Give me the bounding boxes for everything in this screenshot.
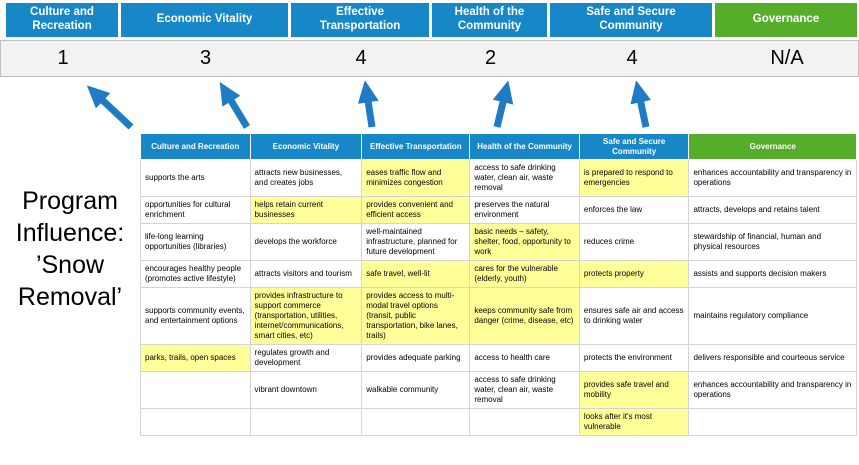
matrix-body: supports the arts attracts new businesses… [140,159,857,437]
matrix-header-safe-and-secure-community: Safe and Secure Community [578,132,690,161]
up-arrow-icon [219,82,250,129]
matrix-cell: life-long learning opportunities (librar… [140,223,251,262]
influence-matrix: Culture and Recreation Economic Vitality E… [140,132,857,437]
matrix-cell: stewardship of financial, human and phys… [688,223,857,262]
matrix-cell: provides adequate parking [361,344,471,373]
matrix-cell: enhances accountability and transparency… [688,159,857,198]
matrix-cell: supports community events, and entertain… [140,287,251,346]
matrix-cell: protects the environment [578,344,690,373]
pillar-header-culture-and-recreation: Culture and Recreation [6,3,118,37]
influence-arrows [86,81,652,130]
content-area: Program Influence: ’Snow Removal’ Cultur… [0,132,859,437]
matrix-cell: attracts, develops and retains talent [688,196,857,225]
table-row: looks after it's most vulnerable [140,408,857,437]
pillar-header-effective-transportation: Effective Transportation [291,3,429,37]
matrix-cell: access to safe drinking water, clean air… [469,371,580,410]
matrix-cell: regulates growth and development [249,344,363,373]
matrix-cell-highlighted: protects property [578,260,690,289]
score-band: 1 3 4 2 4 N/A [0,40,859,77]
matrix-cell [361,408,471,437]
score-effective-transportation: 4 [355,47,367,69]
up-arrow-icon [630,81,652,128]
matrix-cell-highlighted: is prepared to respond to emergencies [578,159,690,198]
up-arrow-icon [86,85,134,130]
matrix-cell: access to safe drinking water, clean air… [469,159,580,198]
table-row: opportunities for cultural enrichment hel… [140,196,857,225]
matrix-cell-highlighted: parks, trails, open spaces [140,344,251,373]
up-arrow-icon [492,81,514,128]
pillar-banner: Culture and Recreation Economic Vitality E… [0,0,859,37]
matrix-cell-highlighted: keeps community safe from danger (crime,… [469,287,580,346]
table-row: life-long learning opportunities (librar… [140,223,857,262]
matrix-cell-highlighted: helps retain current businesses [249,196,363,225]
matrix-cell-highlighted: safe travel, well-lit [361,260,471,289]
matrix-cell-highlighted: provides infrastructure to support comme… [249,287,363,346]
matrix-cell: encourages healthy people (promotes acti… [140,260,251,289]
score-safe-and-secure-community: 4 [626,47,638,69]
matrix-cell: supports the arts [140,159,251,198]
matrix-header-row: Culture and Recreation Economic Vitality E… [140,132,857,161]
matrix-cell: walkable community [361,371,471,410]
matrix-cell-highlighted: cares for the vulnerable (elderly, youth… [469,260,580,289]
matrix-cell [249,408,363,437]
matrix-header-economic-vitality: Economic Vitality [249,132,363,161]
matrix-cell-highlighted: basic needs – safety, shelter, food, opp… [469,223,580,262]
matrix-cell: delivers responsible and courteous servi… [688,344,857,373]
matrix-cell: assists and supports decision makers [688,260,857,289]
matrix-cell: ensures safe air and access to drinking … [578,287,690,346]
matrix-cell-highlighted: provides access to multi-modal travel op… [361,287,471,346]
matrix-header-culture-and-recreation: Culture and Recreation [140,132,251,161]
table-row: supports community events, and entertain… [140,287,857,346]
matrix-cell: reduces crime [578,223,690,262]
table-row: encourages healthy people (promotes acti… [140,260,857,289]
matrix-cell-highlighted: looks after it's most vulnerable [578,408,690,437]
table-row: supports the arts attracts new businesses… [140,159,857,198]
matrix-cell: access to health care [469,344,580,373]
matrix-cell: enhances accountability and transparency… [688,371,857,410]
pillar-header-economic-vitality: Economic Vitality [121,3,288,37]
matrix-cell: well-maintained infrastructure, planned … [361,223,471,262]
matrix-cell: preserves the natural environment [469,196,580,225]
matrix-header-governance: Governance [688,132,857,161]
matrix-cell [140,408,251,437]
matrix-cell [140,371,251,410]
matrix-cell: maintains regulatory compliance [688,287,857,346]
score-governance: N/A [770,47,804,69]
matrix-header-effective-transportation: Effective Transportation [361,132,471,161]
matrix-cell: attracts new businesses, and creates job… [249,159,363,198]
matrix-cell-highlighted: provides convenient and efficient access [361,196,471,225]
matrix-header-health-of-the-community: Health of the Community [469,132,580,161]
pillar-header-health-of-the-community: Health of the Community [432,3,547,37]
score-health-of-the-community: 2 [484,47,497,69]
matrix-cell [688,408,857,437]
up-arrow-icon [357,81,379,128]
score-culture-and-recreation: 1 [57,47,69,69]
matrix-cell-highlighted: eases traffic flow and minimizes congest… [361,159,471,198]
matrix-cell: opportunities for cultural enrichment [140,196,251,225]
table-row: vibrant downtown walkable community access… [140,371,857,410]
score-economic-vitality: 3 [199,47,212,69]
matrix-cell: develops the workforce [249,223,363,262]
matrix-cell: enforces the law [578,196,690,225]
pillar-header-governance: Governance [715,3,857,37]
matrix-cell-highlighted: provides safe travel and mobility [578,371,690,410]
page-title: Program Influence: ’Snow Removal’ [15,187,125,311]
table-row: parks, trails, open spaces regulates grow… [140,344,857,373]
matrix-cell: vibrant downtown [249,371,363,410]
matrix-cell: attracts visitors and tourism [249,260,363,289]
matrix-cell [469,408,580,437]
pillar-header-safe-and-secure-community: Safe and Secure Community [550,3,712,37]
